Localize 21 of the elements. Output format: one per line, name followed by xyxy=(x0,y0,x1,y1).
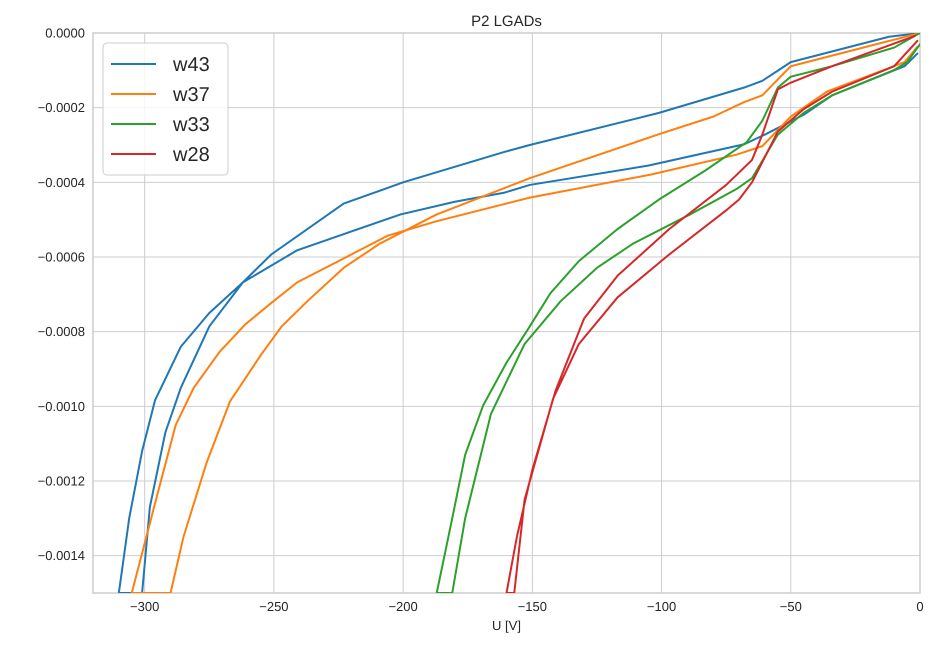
y-tick-label: −0.0010 xyxy=(38,398,85,414)
x-tick-label: −50 xyxy=(780,599,802,614)
y-tick-label: −0.0002 xyxy=(38,100,85,116)
x-tick-label: −100 xyxy=(646,599,676,614)
y-tick-label: −0.0012 xyxy=(38,474,85,488)
y-tick-label: 0.0000 xyxy=(45,26,85,40)
chart-title: P2 LGADs xyxy=(471,13,542,30)
legend-label: w28 xyxy=(172,144,210,166)
legend-label: w33 xyxy=(172,114,210,136)
x-tick-label: −150 xyxy=(518,599,547,614)
x-tick-label: 0 xyxy=(916,599,924,614)
y-tick-label: −0.0014 xyxy=(38,548,85,564)
legend-label: w37 xyxy=(172,84,210,106)
legend-label: w43 xyxy=(172,54,210,76)
y-tick-label: −0.0008 xyxy=(38,324,85,340)
x-axis-title: U [V] xyxy=(492,618,521,633)
y-tick-label: −0.0006 xyxy=(38,250,85,264)
x-tick-label: −250 xyxy=(259,599,289,614)
x-tick-label: −300 xyxy=(130,599,160,614)
y-tick-label: −0.0004 xyxy=(38,174,85,190)
x-tick-label: −200 xyxy=(388,599,418,614)
